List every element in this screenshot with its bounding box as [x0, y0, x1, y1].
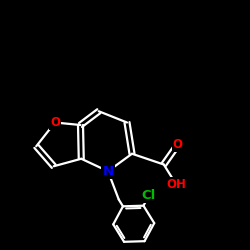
- Text: OH: OH: [166, 178, 186, 191]
- Text: N: N: [102, 165, 114, 178]
- Text: Cl: Cl: [142, 189, 156, 202]
- Text: O: O: [172, 138, 182, 151]
- Text: O: O: [50, 116, 60, 129]
